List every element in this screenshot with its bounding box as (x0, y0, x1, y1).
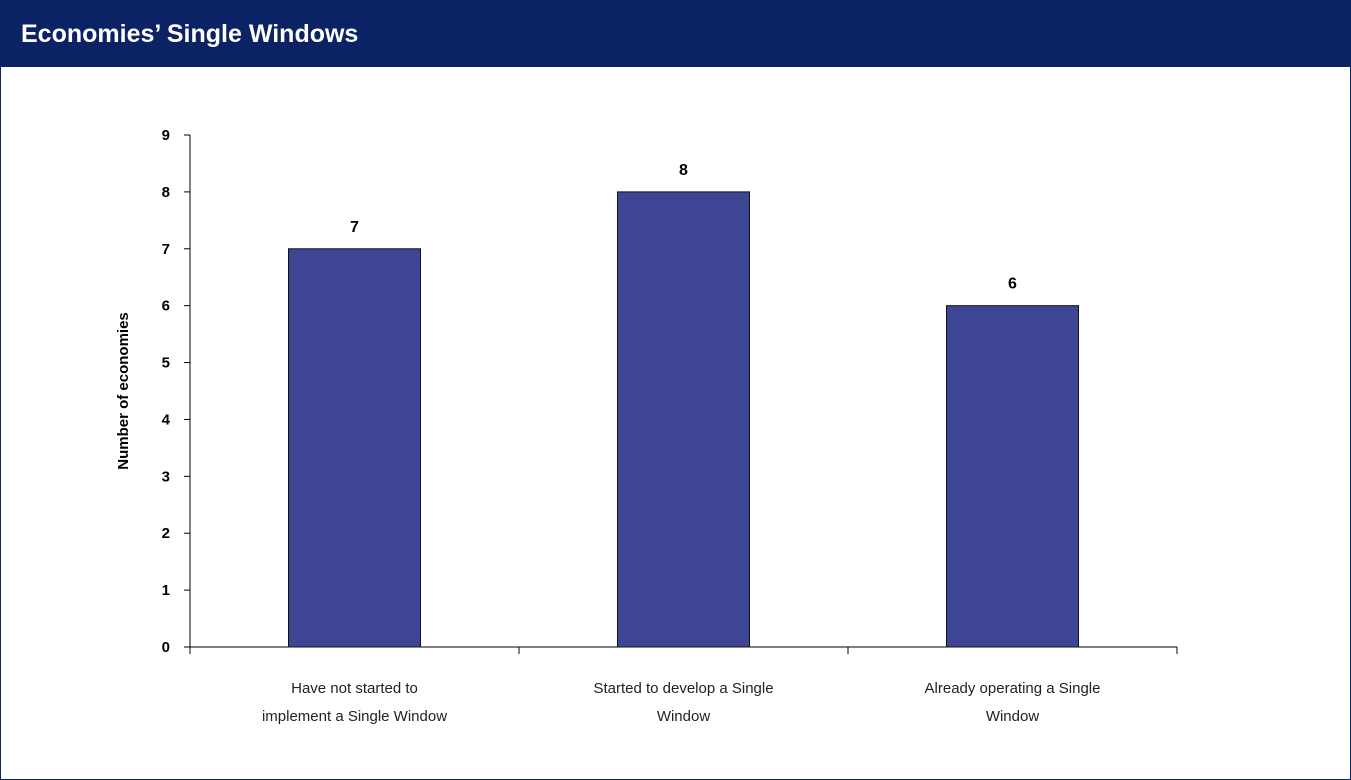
y-tick-label: 5 (162, 355, 170, 372)
bar-value-label: 8 (679, 162, 688, 179)
y-tick-label: 7 (162, 241, 170, 258)
bar-value-label: 7 (350, 219, 359, 236)
title-bar: Economies’ Single Windows (1, 1, 1350, 67)
bar-value-label: 6 (1008, 276, 1017, 293)
chart-title: Economies’ Single Windows (21, 19, 359, 48)
x-category-label: Already operating a Single (925, 680, 1101, 697)
y-tick-label: 6 (162, 298, 170, 315)
y-tick-label: 2 (162, 525, 170, 542)
bar (288, 248, 421, 648)
y-axis-title: Number of economies (115, 312, 132, 470)
y-tick-label: 1 (162, 582, 170, 599)
y-tick-label: 8 (162, 184, 170, 201)
labels-group: 0 1 2 3 4 5 6 7 8 9 Number of economies 7 Have not s… (115, 127, 1100, 725)
x-category-label: Window (657, 708, 711, 725)
x-category-label: Started to develop a Single (593, 680, 773, 697)
y-tick-label: 0 (162, 639, 170, 656)
x-category-label: Have not started to (291, 680, 418, 697)
bars-group (288, 191, 1079, 648)
bar (946, 305, 1079, 648)
y-tick-label: 4 (162, 411, 171, 428)
bar (617, 191, 750, 648)
y-tick-label: 3 (162, 468, 170, 485)
x-category-label: implement a Single Window (262, 708, 447, 725)
x-category-label: Window (986, 708, 1040, 725)
y-tick-label: 9 (162, 127, 170, 144)
